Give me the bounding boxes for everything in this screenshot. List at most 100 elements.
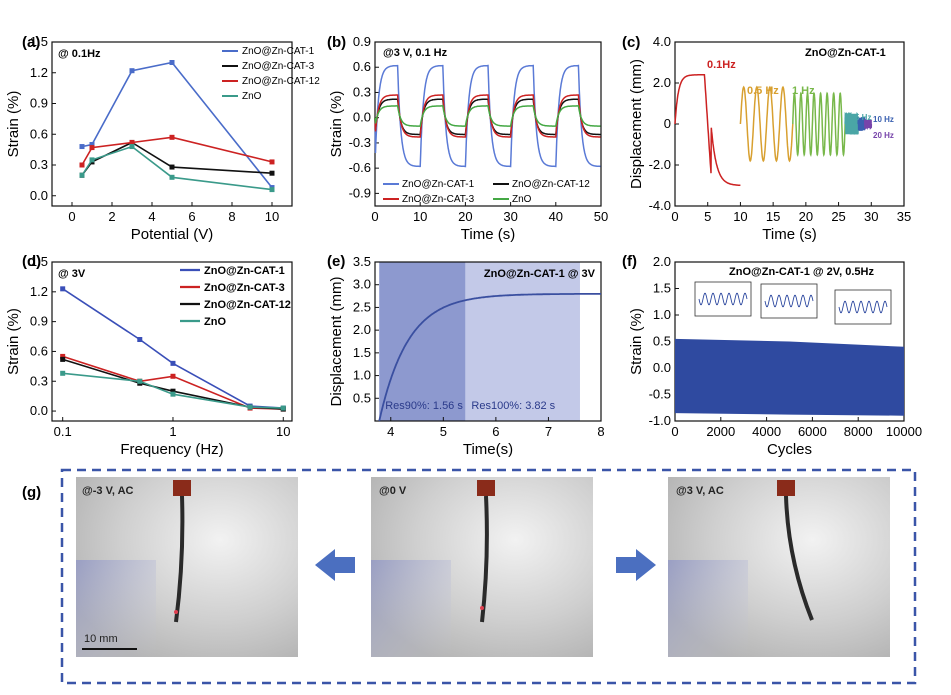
- legend-entry: ZnO@Zn-CAT-3: [402, 194, 475, 205]
- x-tick-label: 35: [897, 209, 911, 224]
- x-tick-label: 10: [265, 209, 279, 224]
- y-axis-label: Strain (%): [328, 91, 345, 158]
- scalebar-label: 10 mm: [84, 633, 118, 645]
- annotation: ZnO@Zn-CAT-1 @ 3V: [484, 268, 596, 280]
- x-tick-label: 2000: [706, 424, 735, 439]
- x-tick-label: 4: [148, 209, 155, 224]
- cycling-band: [675, 338, 904, 416]
- x-tick-label: 5: [704, 209, 711, 224]
- segment-label: 0.1Hz: [707, 59, 736, 71]
- x-tick-label: 6000: [798, 424, 827, 439]
- x-tick-label: 6: [188, 209, 195, 224]
- legend-entry: ZnO@Zn-CAT-12: [204, 299, 291, 311]
- y-tick-label: 4.0: [653, 34, 671, 49]
- data-point: [60, 286, 66, 292]
- data-point: [137, 337, 143, 343]
- y-tick-label: 1.5: [30, 254, 48, 269]
- data-point: [60, 370, 66, 376]
- data-point: [89, 145, 95, 151]
- y-tick-label: -2.0: [649, 157, 671, 172]
- x-tick-label: 1: [169, 424, 176, 439]
- marker-middle: [480, 606, 484, 610]
- x-tick-label: 5: [440, 424, 447, 439]
- data-point: [169, 60, 175, 65]
- y-tick-label: 0.0: [653, 360, 671, 375]
- photo-left-label: @-3 V, AC: [82, 485, 134, 497]
- x-tick-label: 0: [371, 209, 378, 224]
- data-point: [247, 404, 253, 410]
- panel-label-d: (d): [22, 253, 41, 270]
- y-tick-label: 0.5: [653, 334, 671, 349]
- panel-label-g: (g): [22, 484, 41, 501]
- chart-b: 0 10 20 30 40 50 -0.9 -0.6 -0.3 0.0 0.3 0.6 0.9 Time …: [328, 34, 608, 243]
- y-axis-label: Displacement (mm): [628, 59, 645, 189]
- photo-panel-border: [60, 468, 917, 685]
- x-tick-label: 4: [387, 424, 394, 439]
- x-tick-label: 6: [492, 424, 499, 439]
- series-line-1: [374, 98, 601, 136]
- shaded-label: Res90%: 1.56 s: [385, 400, 463, 412]
- y-tick-label: 0.0: [353, 110, 371, 125]
- x-tick-label: 20: [458, 209, 472, 224]
- actuator-left: [174, 495, 185, 623]
- data-point: [129, 139, 135, 145]
- legend-entry: ZnO@Zn-CAT-1: [204, 265, 285, 277]
- x-tick-label: 0.1: [54, 424, 72, 439]
- y-tick-label: -0.3: [349, 135, 371, 150]
- x-tick-label: 8: [597, 424, 604, 439]
- data-point: [89, 142, 95, 147]
- x-tick-label: 30: [503, 209, 517, 224]
- arrow-left-icon: [315, 549, 355, 581]
- x-tick-label: 40: [549, 209, 563, 224]
- panel-label-e: (e): [327, 253, 345, 270]
- x-tick-label: 10: [733, 209, 747, 224]
- y-tick-label: 0: [664, 116, 671, 131]
- response-curve: [378, 292, 601, 422]
- x-tick-label: 4000: [752, 424, 781, 439]
- annotation: ZnO@Zn-CAT-1 @ 2V, 0.5Hz: [729, 266, 874, 278]
- data-point: [129, 68, 135, 74]
- panel-label-a: (a): [22, 34, 40, 51]
- plot-frame-d: [51, 261, 293, 422]
- x-tick-label: 0: [671, 209, 678, 224]
- x-tick-label: 0: [68, 209, 75, 224]
- y-tick-label: 1.0: [653, 307, 671, 322]
- x-tick-label: 10: [276, 424, 290, 439]
- x-axis-label: Time (s): [461, 226, 515, 243]
- y-tick-label: -4.0: [649, 198, 671, 213]
- series-line-0: [374, 64, 601, 168]
- y-tick-label: 3.0: [353, 277, 371, 292]
- y-tick-label: 1.5: [30, 34, 48, 49]
- y-axis-label: Strain (%): [628, 308, 645, 375]
- y-axis-label: Displacement (mm): [328, 276, 345, 406]
- segment-line-0: [674, 74, 741, 187]
- y-tick-label: 0.9: [30, 314, 48, 329]
- shaded-label: Res100%: 3.82 s: [471, 400, 555, 412]
- segment-line-4: [857, 117, 866, 131]
- y-tick-label: 0.3: [30, 373, 48, 388]
- x-axis-label: Cycles: [767, 441, 812, 458]
- data-point: [89, 157, 95, 163]
- data-point: [269, 159, 275, 165]
- y-tick-label: 0.9: [353, 34, 371, 49]
- x-tick-label: 30: [864, 209, 878, 224]
- x-axis-label: Potential (V): [131, 226, 214, 243]
- y-tick-label: 0.9: [30, 96, 48, 111]
- data-point: [60, 356, 66, 362]
- legend-entry: ZnO@Zn-CAT-3: [242, 61, 315, 72]
- legend-entry: ZnO: [512, 194, 532, 205]
- photo-panel: @-3 V, AC 10 mm @0 V @3 V, AC: [60, 468, 917, 685]
- clamp-left: [173, 480, 191, 496]
- data-point: [170, 391, 176, 397]
- actuator-right: [784, 495, 814, 621]
- photo-middle-blue-tint: [371, 560, 451, 657]
- plot-frame-e: [374, 261, 602, 422]
- photo-left: @-3 V, AC 10 mm: [76, 477, 298, 657]
- legend-entry: ZnO@Zn-CAT-1: [242, 46, 315, 57]
- marker-left: [174, 610, 178, 614]
- y-tick-label: -0.9: [349, 185, 371, 200]
- data-point: [169, 134, 175, 140]
- data-point: [280, 405, 286, 411]
- data-point: [169, 174, 175, 180]
